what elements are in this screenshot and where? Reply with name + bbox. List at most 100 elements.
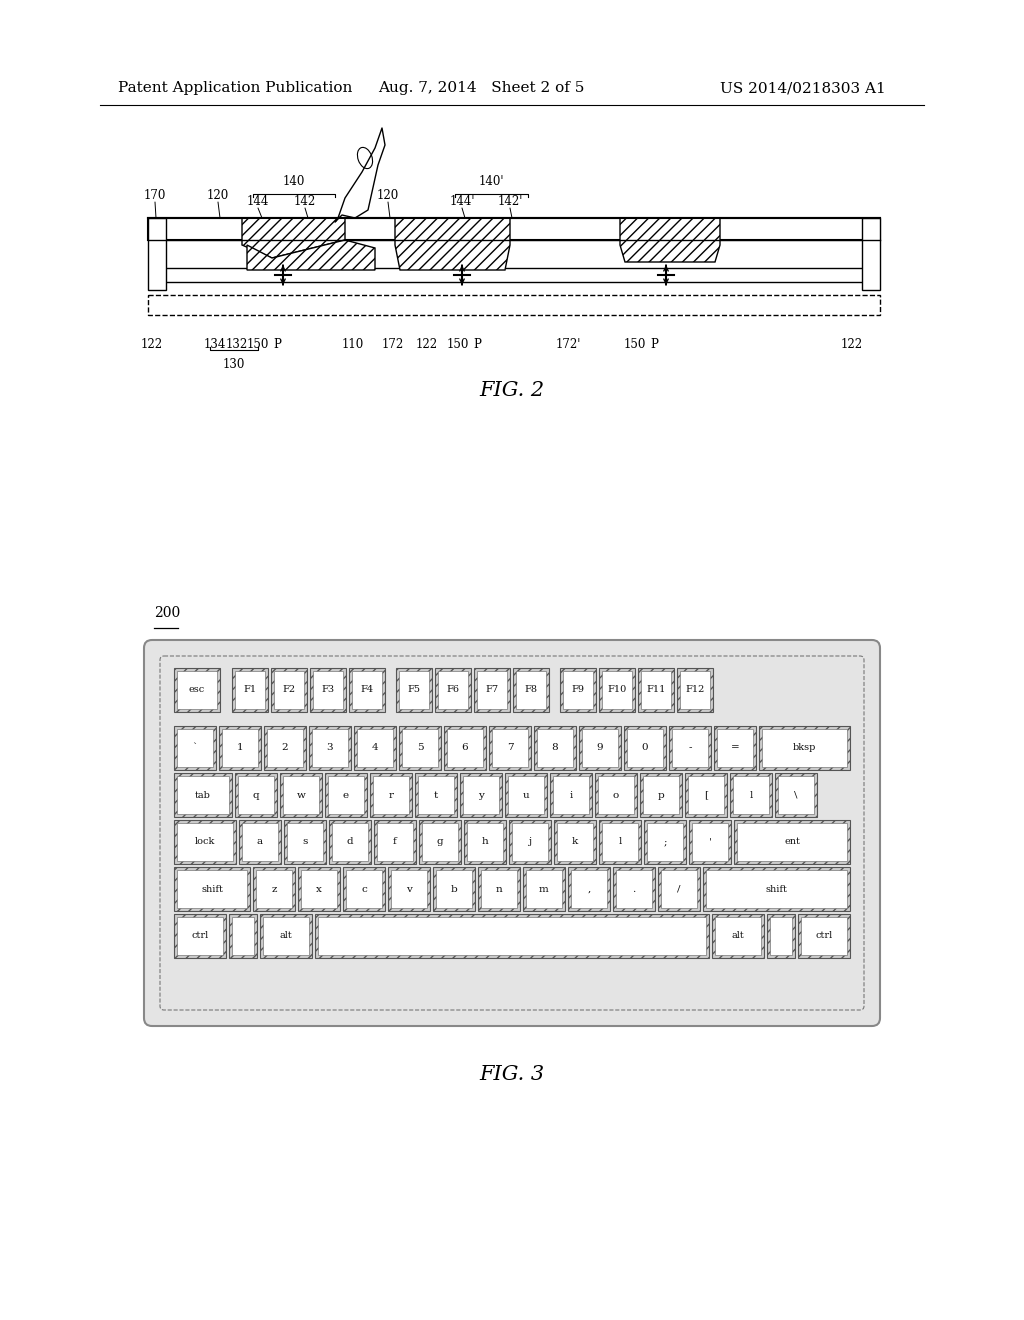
Text: 150: 150	[247, 338, 269, 351]
Text: w: w	[297, 791, 305, 800]
Bar	[219, 726, 261, 770]
Text: 132: 132	[226, 338, 248, 351]
Bar	[801, 917, 847, 954]
Text: b: b	[451, 884, 458, 894]
Bar	[156, 268, 872, 282]
Bar	[399, 671, 429, 709]
Bar	[677, 668, 713, 711]
Bar	[301, 870, 337, 908]
Bar	[513, 668, 549, 711]
Bar	[264, 726, 306, 770]
Bar	[647, 822, 683, 861]
Bar	[332, 822, 368, 861]
Bar	[689, 820, 731, 865]
Polygon shape	[242, 218, 345, 257]
Bar	[370, 774, 412, 817]
Bar	[474, 668, 510, 711]
Text: 3: 3	[327, 743, 334, 752]
Bar	[616, 870, 652, 908]
Bar	[283, 776, 319, 814]
Bar	[759, 726, 850, 770]
Text: ent: ent	[784, 837, 800, 846]
Bar	[357, 729, 393, 767]
Bar	[680, 671, 710, 709]
Bar	[706, 870, 847, 908]
Text: l: l	[618, 837, 622, 846]
Bar	[703, 867, 850, 911]
Bar	[274, 671, 304, 709]
Text: esc: esc	[188, 685, 205, 694]
Text: ,: ,	[588, 884, 591, 894]
Bar	[253, 867, 295, 911]
Text: F2: F2	[283, 685, 296, 694]
Text: -: -	[688, 743, 692, 752]
Bar	[177, 870, 247, 908]
Bar	[733, 776, 769, 814]
Bar	[280, 774, 322, 817]
Bar	[460, 774, 502, 817]
Text: alt: alt	[280, 932, 293, 940]
Bar	[298, 867, 340, 911]
Text: n: n	[496, 884, 503, 894]
Polygon shape	[620, 218, 720, 261]
Bar	[613, 867, 655, 911]
Text: [: [	[703, 791, 708, 800]
Text: 2: 2	[282, 743, 289, 752]
Bar	[537, 729, 573, 767]
Bar	[550, 774, 592, 817]
Bar	[526, 870, 562, 908]
Text: 172': 172'	[555, 338, 581, 351]
Bar	[508, 776, 544, 814]
Text: a: a	[257, 837, 263, 846]
Bar	[489, 726, 531, 770]
Text: bksp: bksp	[793, 743, 816, 752]
Bar	[563, 671, 593, 709]
Bar	[402, 729, 438, 767]
Bar	[595, 774, 637, 817]
Text: 130: 130	[223, 358, 245, 371]
Bar	[267, 729, 303, 767]
Text: =: =	[731, 743, 739, 752]
Bar	[534, 726, 575, 770]
Text: 144': 144'	[450, 195, 475, 209]
Text: v: v	[407, 884, 412, 894]
Bar	[477, 671, 507, 709]
Text: F6: F6	[446, 685, 460, 694]
Text: ctrl: ctrl	[191, 932, 209, 940]
Bar	[232, 668, 268, 711]
Text: /: /	[677, 884, 681, 894]
Bar	[239, 820, 281, 865]
Bar	[422, 822, 458, 861]
Bar	[638, 668, 674, 711]
FancyBboxPatch shape	[144, 640, 880, 1026]
Bar	[352, 671, 382, 709]
Text: US 2014/0218303 A1: US 2014/0218303 A1	[720, 81, 886, 95]
Text: 7: 7	[507, 743, 513, 752]
Bar	[287, 822, 323, 861]
Text: y: y	[478, 791, 484, 800]
Bar	[399, 726, 441, 770]
Bar	[523, 867, 565, 911]
Bar	[798, 913, 850, 958]
Text: 4: 4	[372, 743, 378, 752]
Bar	[579, 726, 621, 770]
Bar	[374, 820, 416, 865]
Text: d: d	[347, 837, 353, 846]
Text: 142: 142	[294, 195, 316, 209]
Text: F9: F9	[571, 685, 585, 694]
Bar	[447, 729, 483, 767]
Text: 170: 170	[143, 189, 166, 202]
Text: x: x	[316, 884, 322, 894]
Bar	[627, 729, 663, 767]
Bar	[658, 867, 700, 911]
Bar	[599, 820, 641, 865]
Bar	[644, 820, 686, 865]
Bar	[260, 913, 312, 958]
Bar	[436, 870, 472, 908]
Bar	[505, 774, 547, 817]
Text: c: c	[361, 884, 367, 894]
Text: 172: 172	[382, 338, 404, 351]
Text: 140: 140	[283, 176, 305, 187]
Bar	[624, 726, 666, 770]
Text: j: j	[528, 837, 531, 846]
